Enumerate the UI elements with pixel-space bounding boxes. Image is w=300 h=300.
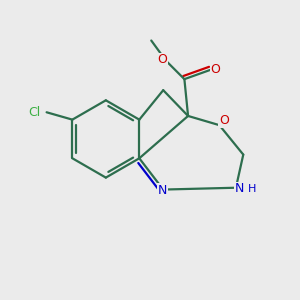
Text: Cl: Cl — [28, 106, 40, 119]
Text: N: N — [158, 184, 167, 197]
Text: O: O — [158, 53, 167, 66]
Text: O: O — [219, 114, 229, 127]
Text: H: H — [248, 184, 257, 194]
Text: O: O — [211, 63, 220, 76]
Text: N: N — [235, 182, 244, 195]
